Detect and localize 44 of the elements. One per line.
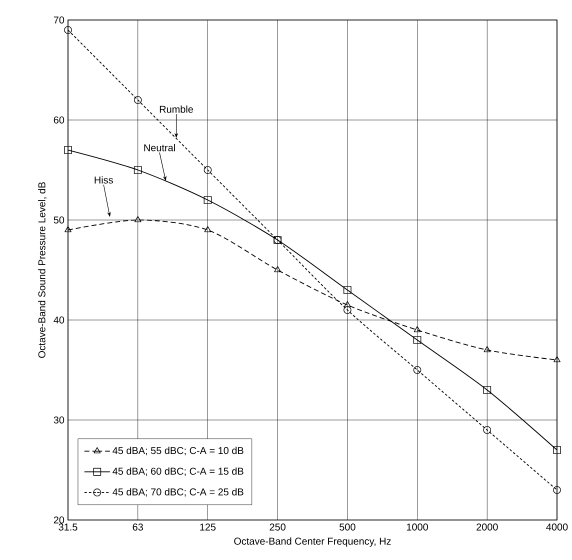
x-tick-label: 2000 <box>476 524 498 531</box>
point <box>414 326 421 332</box>
point <box>554 356 560 362</box>
point <box>484 346 491 352</box>
point <box>483 386 492 394</box>
x-tick-label: 4000 <box>546 524 568 531</box>
legend-label: 45 dBA; 60 dBC; C-A = 15 dB <box>112 467 244 476</box>
y-tick-label: 20 <box>54 516 64 524</box>
point <box>343 306 352 314</box>
point <box>64 26 72 34</box>
point <box>553 486 561 494</box>
point <box>64 146 72 154</box>
x-tick-label: 63 <box>132 524 143 531</box>
point <box>413 366 422 374</box>
annotation: Neutral <box>144 144 175 152</box>
y-axis-title: Octave-Band Sound Pressure Level, dB <box>38 182 47 358</box>
point <box>204 196 212 204</box>
x-tick-label: 125 <box>200 524 216 531</box>
y-tick-label: 60 <box>54 116 64 124</box>
point <box>274 266 282 272</box>
x-axis-title: Octave-Band Center Frequency, Hz <box>234 537 391 547</box>
point <box>483 426 492 434</box>
point <box>134 216 142 222</box>
y-tick-label: 70 <box>54 16 64 24</box>
point <box>134 96 142 104</box>
y-tick-label: 50 <box>54 216 64 224</box>
x-tick-label: 250 <box>270 524 286 531</box>
point <box>204 166 212 174</box>
point <box>204 226 212 232</box>
x-tick-label: 31.5 <box>58 524 78 531</box>
point <box>344 301 351 308</box>
annotation: Rumble <box>160 105 193 113</box>
point <box>553 446 561 454</box>
point <box>413 336 422 344</box>
point <box>343 286 352 294</box>
x-tick-label: 500 <box>340 524 356 531</box>
point <box>64 226 72 232</box>
point <box>134 166 142 174</box>
x-tick-label: 1000 <box>406 524 428 531</box>
y-tick-label: 30 <box>54 416 64 424</box>
legend-label: 45 dBA; 55 dBC; C-A = 10 dB <box>112 446 244 456</box>
y-tick-label: 40 <box>54 316 64 324</box>
annotation: Hiss <box>94 176 113 184</box>
legend-label: 45 dBA; 70 dBC; C-A = 25 dB <box>112 488 244 497</box>
